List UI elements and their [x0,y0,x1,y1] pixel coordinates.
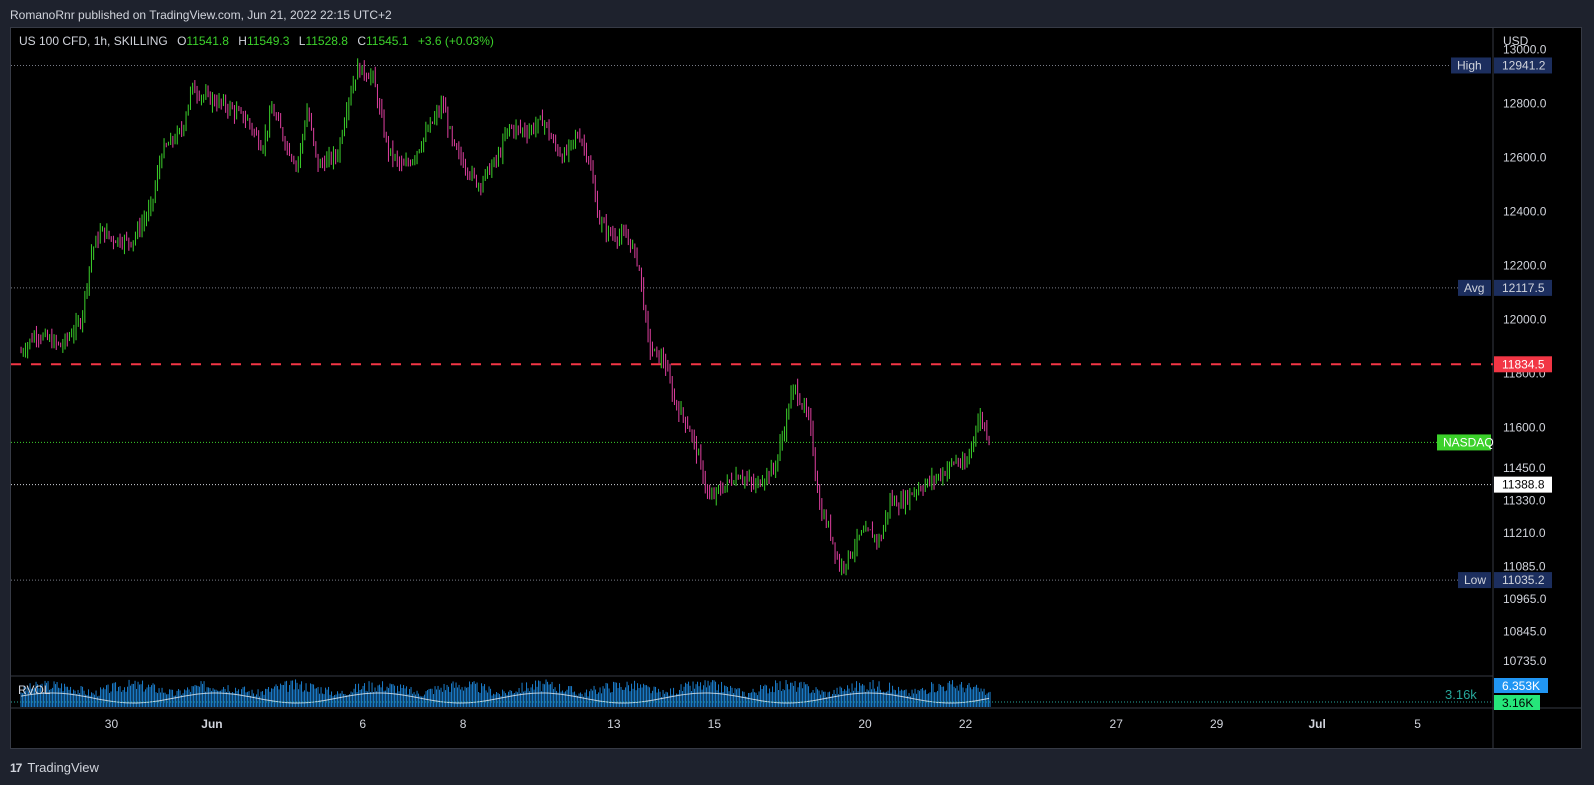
y-tick-label: 11085.0 [1503,560,1546,574]
symbol-label: US 100 CFD, 1h, SKILLING [19,34,168,48]
y-tick-label: 10735.0 [1503,654,1547,668]
level-name-bg [1458,279,1491,296]
x-tick-label: 5 [1414,717,1421,731]
high-key: H [238,34,247,48]
open-value: 11541.8 [186,34,229,48]
low-key: L [298,34,306,48]
price-tag-value: 11388.8 [1502,478,1545,492]
volume-bars [20,679,991,707]
volume-avg-tag-bg [1494,695,1540,710]
price-tag-bg [1494,476,1552,493]
tradingview-logo-icon: 17 [10,760,22,775]
volume-tag-bg [1494,678,1548,693]
level-name: Avg [1464,281,1484,295]
brand-name: TradingView [27,760,99,775]
y-tick-label: 11450.0 [1503,461,1546,475]
close-key: C [357,34,366,48]
level-name-bg [1458,572,1491,589]
y-tick-label: 10845.0 [1503,624,1547,638]
price-tag-bg [1494,279,1552,296]
y-tick-label: 11330.0 [1503,494,1546,508]
y-tick-label: 12400.0 [1503,205,1547,219]
price-tag-value: 11035.2 [1502,573,1545,587]
footer-brand[interactable]: 17 TradingView [10,760,99,775]
chart-frame[interactable]: USD 13000.0 12800.0 12600.0 12400.0 12200.0 12… [10,27,1582,749]
y-tick-label: 12000.0 [1503,313,1547,327]
x-tick-label: 15 [708,717,722,731]
x-tick-label: 30 [105,717,119,731]
y-tick-label: 13000.0 [1503,43,1547,57]
level-name: High [1457,58,1482,72]
y-tick-label: 10965.0 [1503,592,1547,606]
x-tick-label: Jun [201,717,222,731]
volume-avg-text: 3.16k [1445,687,1477,702]
x-tick-label: 27 [1110,717,1124,731]
x-tick-label: 8 [460,717,467,731]
x-tick-label: 29 [1210,717,1224,731]
volume-average-line [20,692,990,704]
change-value: +3.6 (+0.03%) [417,34,494,48]
y-tick-label: 11600.0 [1503,421,1546,435]
price-tag-value: 12941.2 [1502,58,1546,72]
price-tag-value: 11834.5 [1502,357,1545,371]
volume-indicator-name: RVOL [18,683,51,697]
price-tag-value: 12117.5 [1502,281,1545,295]
ohlc-legend: US 100 CFD, 1h, SKILLING O11541.8 H11549… [19,34,494,48]
y-tick-label: 12200.0 [1503,259,1547,273]
price-tag-bg [1494,356,1552,373]
volume-avg-tag-value: 3.16K [1502,696,1533,710]
volume-tag-value: 6.353K [1502,679,1540,693]
level-name: NASDAQ [1443,435,1494,449]
y-tick-label: 12800.0 [1503,97,1547,111]
close-value: 11545.1 [365,34,409,48]
x-tick-label: 20 [858,717,872,731]
y-tick-label: 11210.0 [1503,526,1546,540]
y-tick-label: 12600.0 [1503,151,1547,165]
currency-label: USD [1503,34,1529,48]
x-tick-label: 13 [607,717,621,731]
open-key: O [177,34,187,48]
price-tag-bg [1494,572,1552,589]
level-name: Low [1464,573,1486,587]
published-caption: RomanoRnr published on TradingView.com, … [10,8,392,22]
price-tag-bg [1494,57,1552,74]
level-name-bg [1451,57,1491,74]
x-tick-label: Jul [1308,717,1325,731]
x-tick-label: 22 [959,717,973,731]
low-value: 11528.8 [305,34,348,48]
level-name-bg [1437,434,1491,451]
high-value: 11549.3 [246,34,290,48]
x-tick-label: 6 [359,717,366,731]
candles [20,58,990,576]
